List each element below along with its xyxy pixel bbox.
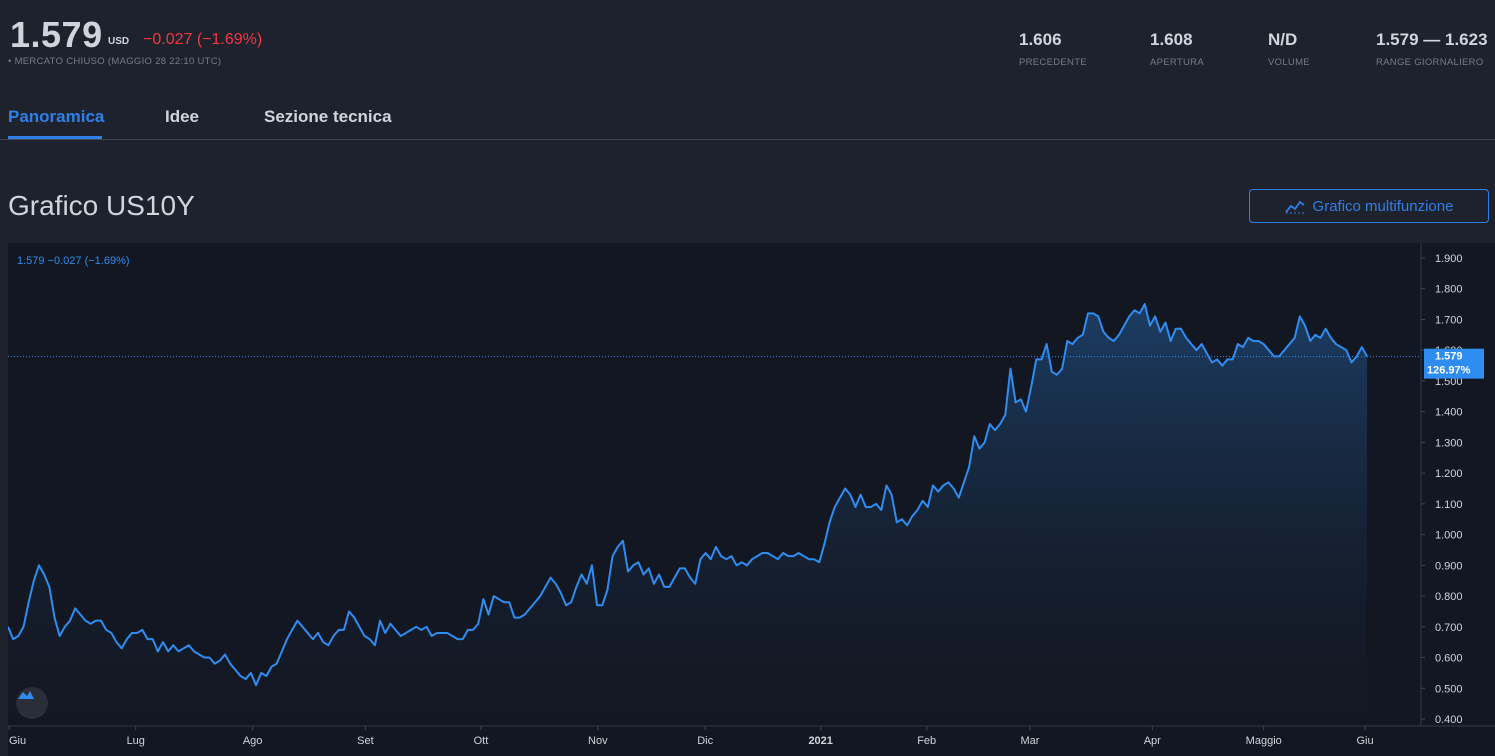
x-tick-label: Dic [697,735,713,747]
section-title: Grafico US10Y [8,190,195,221]
last-price-badge-value: 1.579 [1435,351,1463,363]
symbol-header: 1.579 USD −0.027 (−1.69%) • MERCATO CHIU… [0,0,1495,140]
x-tick-label: Apr [1144,735,1161,747]
y-tick-label: 1.200 [1435,468,1463,480]
y-tick-label: 1.000 [1435,530,1463,542]
active-tab-indicator [8,136,102,139]
y-tick-label: 0.500 [1435,683,1463,695]
stat-daily-range: 1.579 — 1.623 RANGE GIORNALIERO [1376,30,1488,68]
y-tick-label: 1.500 [1435,376,1463,388]
x-tick-label: Ott [474,735,489,747]
stat-label: RANGE GIORNALIERO [1376,57,1484,68]
y-tick-label: 1.400 [1435,407,1463,419]
stat-value: 1.606 [1019,30,1062,49]
stat-previous: 1.606 PRECEDENTE [1019,30,1087,68]
market-status: • MERCATO CHIUSO (MAGGIO 28 22:10 UTC) [8,56,222,67]
y-tick-label: 1.100 [1435,499,1463,511]
stat-value: 1.579 — 1.623 [1376,30,1488,49]
y-tick-label: 1.700 [1435,314,1463,326]
last-price: 1.579 [10,14,103,55]
stat-value: 1.608 [1150,30,1193,49]
x-tick-label: Nov [588,735,608,747]
stat-value: N/D [1268,30,1298,49]
last-price-badge-percent: 126.97% [1427,365,1471,377]
tab-overview[interactable]: Panoramica [8,107,105,126]
y-tick-label: 0.600 [1435,653,1463,665]
x-tick-label: Maggio [1246,735,1282,747]
chart-canvas[interactable]: 1.9001.8001.7001.6001.5001.4001.3001.200… [8,243,1495,756]
chart-legend: 1.579 −0.027 (−1.69%) [17,255,130,267]
advanced-chart-button[interactable]: Grafico multifunzione [1249,189,1489,223]
last-price-badge [1424,348,1484,379]
stat-label: APERTURA [1150,57,1204,68]
x-tick-label: Giu [9,735,26,747]
price-change: −0.027 (−1.69%) [143,31,263,48]
area-fill [8,304,1367,726]
x-tick-label: Ago [243,735,263,747]
y-tick-label: 0.900 [1435,560,1463,572]
y-tick-label: 1.900 [1435,253,1463,265]
x-tick-label: Lug [127,735,145,747]
currency-label: USD [108,36,130,47]
chart-line-icon [1284,200,1305,214]
stat-volume: N/D VOLUME [1268,30,1310,68]
x-tick-label: Giu [1356,735,1373,747]
x-tick-label: Mar [1020,735,1039,747]
y-tick-label: 0.800 [1435,591,1463,603]
y-tick-label: 1.800 [1435,284,1463,296]
stat-open: 1.608 APERTURA [1150,30,1204,68]
price-chart[interactable]: 1.9001.8001.7001.6001.5001.4001.3001.200… [8,243,1495,756]
x-tick-label: Feb [917,735,936,747]
x-tick-label: Set [357,735,374,747]
y-tick-label: 0.700 [1435,622,1463,634]
tradingview-logo-icon[interactable] [16,687,48,719]
tab-ideas[interactable]: Idee [165,107,200,126]
stat-label: VOLUME [1268,57,1310,68]
series-line [8,303,1368,687]
tab-technicals[interactable]: Sezione tecnica [264,107,392,126]
stat-label: PRECEDENTE [1019,57,1087,68]
advanced-chart-label: Grafico multifunzione [1312,197,1454,215]
cloud-icon [18,691,34,699]
y-tick-label: 1.300 [1435,437,1463,449]
x-tick-label: 2021 [808,735,832,747]
y-tick-label: 0.400 [1435,714,1463,726]
